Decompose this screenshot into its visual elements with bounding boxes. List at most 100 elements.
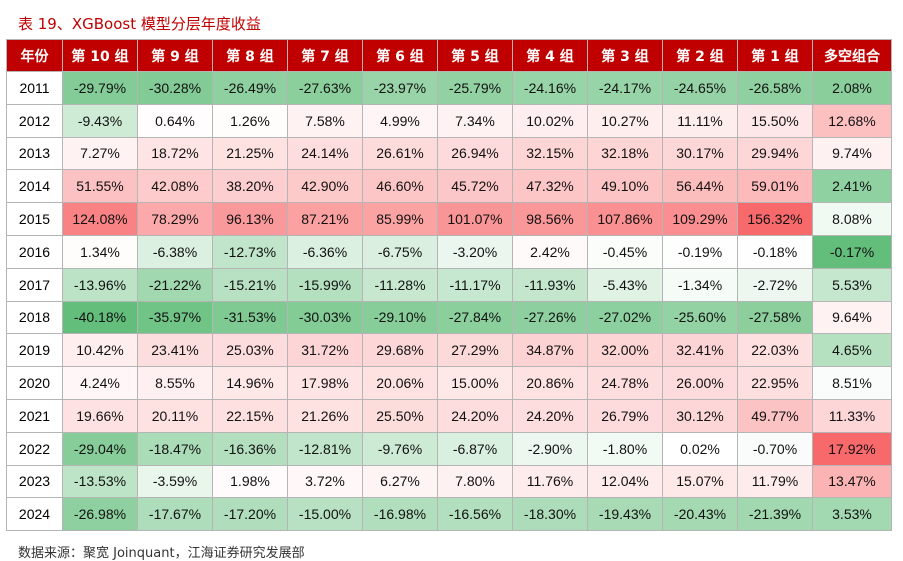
long-short-cell: 3.53%	[812, 497, 892, 532]
return-cell: -13.53%	[62, 464, 138, 499]
return-cell: -27.58%	[737, 300, 813, 335]
return-cell: 19.66%	[62, 398, 138, 433]
long-short-cell: 5.53%	[812, 267, 892, 302]
long-short-cell: 2.08%	[812, 71, 892, 105]
return-cell: -6.38%	[137, 234, 213, 269]
return-cell: 32.15%	[512, 136, 588, 171]
return-cell: 22.95%	[737, 366, 813, 400]
return-cell: -1.80%	[587, 431, 663, 466]
return-cell: 15.07%	[662, 464, 738, 499]
return-cell: -18.30%	[512, 497, 588, 532]
header-group-1: 第 1 组	[737, 39, 813, 72]
return-cell: -2.90%	[512, 431, 588, 466]
return-cell: -31.53%	[212, 300, 288, 335]
table-row: 2021 19.66% 20.11% 22.15% 21.26% 25.50% 24.20%…	[6, 398, 892, 433]
return-cell: 46.60%	[362, 169, 438, 204]
table-row: 2014 51.55% 42.08% 38.20% 42.90% 46.60% 45.72%…	[6, 169, 892, 204]
return-cell: -20.43%	[662, 497, 738, 532]
table-row: 2018 -40.18% -35.97% -31.53% -30.03% -29.10% -…	[6, 300, 892, 335]
return-cell: 10.02%	[512, 103, 588, 138]
return-cell: 22.15%	[212, 398, 288, 433]
return-cell: 49.77%	[737, 398, 813, 433]
return-cell: 31.72%	[287, 333, 363, 368]
return-cell: -15.00%	[287, 497, 363, 532]
return-cell: -25.60%	[662, 300, 738, 335]
return-cell: 26.79%	[587, 398, 663, 433]
header-year: 年份	[6, 39, 63, 72]
return-cell: 0.02%	[662, 431, 738, 466]
year-cell: 2011	[6, 71, 63, 105]
return-cell: 1.98%	[212, 464, 288, 499]
return-cell: 20.06%	[362, 366, 438, 400]
return-cell: -24.65%	[662, 71, 738, 105]
year-cell: 2012	[6, 103, 63, 138]
header-group-5: 第 5 组	[437, 39, 513, 72]
return-cell: -27.63%	[287, 71, 363, 105]
return-cell: 11.11%	[662, 103, 738, 138]
header-group-4: 第 4 组	[512, 39, 588, 72]
long-short-cell: -0.17%	[812, 234, 892, 269]
return-cell: -29.04%	[62, 431, 138, 466]
return-cell: 23.41%	[137, 333, 213, 368]
year-cell: 2024	[6, 497, 63, 532]
return-cell: 107.86%	[587, 202, 663, 236]
return-cell: 78.29%	[137, 202, 213, 236]
year-cell: 2014	[6, 169, 63, 204]
year-cell: 2023	[6, 464, 63, 499]
return-cell: -24.16%	[512, 71, 588, 105]
return-cell: 47.32%	[512, 169, 588, 204]
return-cell: -17.20%	[212, 497, 288, 532]
return-cell: 38.20%	[212, 169, 288, 204]
return-cell: -17.67%	[137, 497, 213, 532]
return-cell: 24.20%	[437, 398, 513, 433]
return-cell: -30.03%	[287, 300, 363, 335]
year-cell: 2022	[6, 431, 63, 466]
return-cell: 25.50%	[362, 398, 438, 433]
return-cell: 24.78%	[587, 366, 663, 400]
return-cell: 10.27%	[587, 103, 663, 138]
return-cell: 1.26%	[212, 103, 288, 138]
return-cell: -2.72%	[737, 267, 813, 302]
year-cell: 2019	[6, 333, 63, 368]
return-cell: 26.61%	[362, 136, 438, 171]
year-cell: 2021	[6, 398, 63, 433]
year-cell: 2015	[6, 202, 63, 236]
return-cell: 32.18%	[587, 136, 663, 171]
return-cell: -27.26%	[512, 300, 588, 335]
return-cell: -0.19%	[662, 234, 738, 269]
return-cell: -9.43%	[62, 103, 138, 138]
return-cell: 32.00%	[587, 333, 663, 368]
return-cell: 0.64%	[137, 103, 213, 138]
table-row: 2020 4.24% 8.55% 14.96% 17.98% 20.06% 15.00% 20…	[6, 366, 892, 400]
table-row: 2012 -9.43% 0.64% 1.26% 7.58% 4.99% 7.34% 10.02…	[6, 103, 892, 138]
return-cell: 101.07%	[437, 202, 513, 236]
return-cell: 98.56%	[512, 202, 588, 236]
return-cell: 18.72%	[137, 136, 213, 171]
table-row: 2019 10.42% 23.41% 25.03% 31.72% 29.68% 27.29%…	[6, 333, 892, 368]
return-cell: 7.34%	[437, 103, 513, 138]
return-cell: -0.70%	[737, 431, 813, 466]
return-cell: 26.00%	[662, 366, 738, 400]
return-cell: 96.13%	[212, 202, 288, 236]
return-cell: 7.58%	[287, 103, 363, 138]
year-cell: 2016	[6, 234, 63, 269]
return-cell: 4.99%	[362, 103, 438, 138]
long-short-cell: 11.33%	[812, 398, 892, 433]
year-cell: 2017	[6, 267, 63, 302]
return-cell: -6.75%	[362, 234, 438, 269]
return-cell: -16.56%	[437, 497, 513, 532]
table-row: 2024 -26.98% -17.67% -17.20% -15.00% -16.98% -…	[6, 497, 892, 532]
return-cell: -13.96%	[62, 267, 138, 302]
return-cell: 29.68%	[362, 333, 438, 368]
return-cell: -40.18%	[62, 300, 138, 335]
return-cell: 34.87%	[512, 333, 588, 368]
header-group-8: 第 8 组	[212, 39, 288, 72]
return-cell: -35.97%	[137, 300, 213, 335]
return-cell: -5.43%	[587, 267, 663, 302]
return-cell: -18.47%	[137, 431, 213, 466]
return-cell: 15.50%	[737, 103, 813, 138]
header-row: 年份 第 10 组 第 9 组 第 8 组 第 7 组 第 6 组 第 5 组 …	[6, 39, 892, 72]
return-cell: 20.11%	[137, 398, 213, 433]
return-cell: 12.04%	[587, 464, 663, 499]
return-cell: 11.79%	[737, 464, 813, 499]
